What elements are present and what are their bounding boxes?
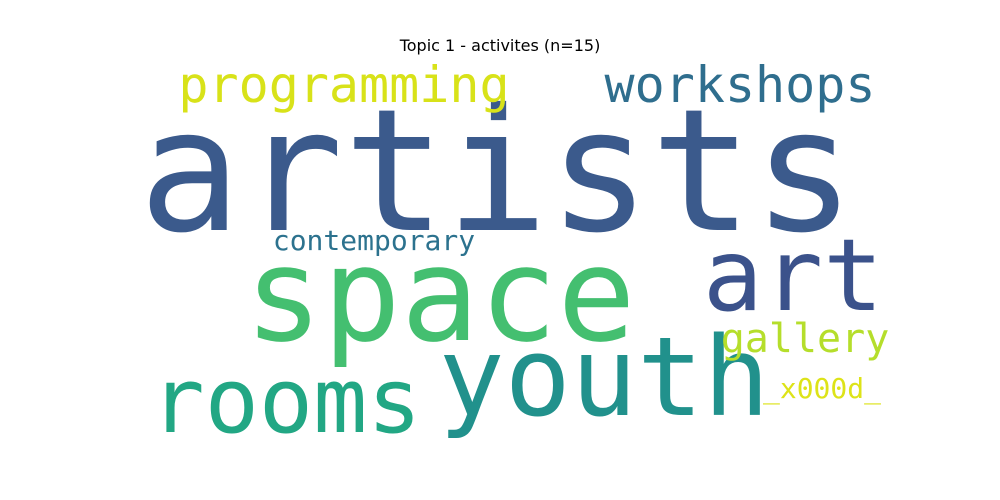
word-gallery: gallery: [721, 316, 890, 362]
word-programming: programming: [178, 56, 509, 114]
word-contemporary: contemporary: [273, 224, 475, 257]
chart-title: Topic 1 - activites (n=15): [399, 36, 601, 55]
word-youth: youth: [438, 313, 769, 441]
word-workshops: workshops: [605, 56, 876, 114]
word-rooms: rooms: [151, 349, 422, 454]
word-space: space: [244, 219, 635, 371]
word-art: art: [703, 217, 884, 334]
word-x000d: _x000d_: [763, 372, 881, 406]
word-artists: artists: [139, 73, 855, 271]
